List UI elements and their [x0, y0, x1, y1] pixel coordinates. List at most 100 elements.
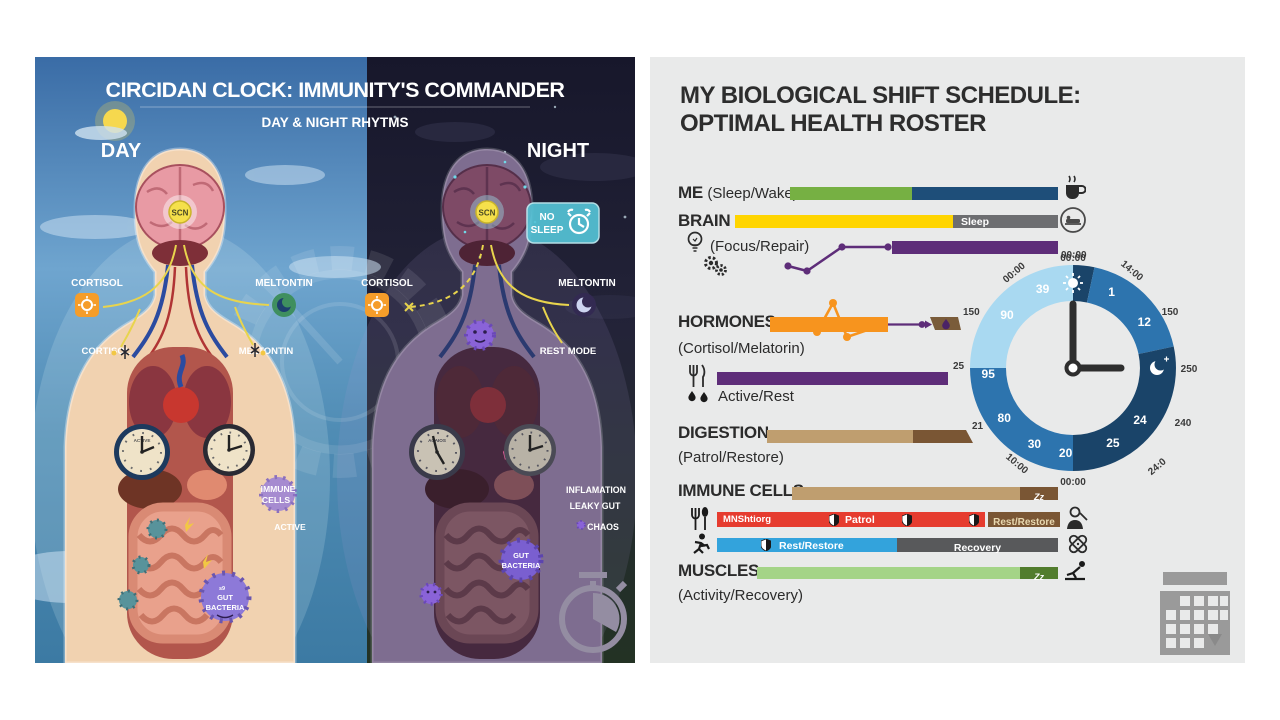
patrol-start-text: MNShtiorg [723, 514, 772, 525]
svg-text:CELLS: CELLS [262, 495, 290, 505]
recovery-rest-text: Rest/Restore [779, 539, 844, 552]
svg-text:GUT: GUT [513, 551, 529, 560]
schedule-title-line1: MY BIOLOGICAL SHIFT SCHEDULE: [680, 82, 1081, 109]
svg-text:ACTIVE: ACTIVE [274, 522, 306, 532]
svg-text:30: 30 [1028, 437, 1042, 451]
svg-text:95: 95 [982, 367, 996, 381]
rest-mode-label: REST MODE [540, 346, 596, 357]
muscles-zz-text: Zz [1034, 572, 1044, 582]
svg-text:GUT: GUT [217, 593, 233, 602]
shield-icon-2 [902, 513, 912, 526]
focus-time-label: 00:00 [1061, 250, 1087, 261]
shield-icon-3 [969, 513, 979, 526]
calendar-icon [1160, 572, 1230, 655]
left-title: CIRCIDAN CLOCK: IMMUNITY'S COMMANDER [106, 78, 566, 102]
svg-text:20: 20 [1059, 446, 1073, 460]
brain-bar-awake [735, 215, 953, 228]
svg-text:IMMUNE: IMMUNE [261, 484, 296, 494]
svg-text:LEAKY GUT: LEAKY GUT [570, 501, 621, 511]
inflammation-labels: INFLAMATION LEAKY GUT CHAOS [566, 485, 626, 532]
droplets-icon [688, 391, 708, 403]
svg-text:150: 150 [1162, 307, 1179, 318]
recovery-text: Recovery [953, 542, 1002, 554]
schedule-panel: MY BIOLOGICAL SHIFT SCHEDULE: OPTIMAL HE… [650, 57, 1245, 663]
svg-text:90: 90 [1000, 308, 1014, 322]
shield-icon [829, 513, 839, 526]
svg-text:39: 39 [1036, 282, 1050, 296]
bandage-icon [1068, 534, 1088, 554]
cortisol-sun-icon-night [365, 293, 389, 317]
svg-text:24:0: 24:0 [1146, 456, 1169, 478]
day-melatonin-bottom-label: MELTONTIN [239, 346, 294, 357]
droplet-icon [942, 319, 950, 330]
muscles-label: MUSCLES [678, 561, 760, 580]
svg-text:BACTERIA: BACTERIA [206, 603, 245, 612]
brain-bar-sleep: Sleep [953, 215, 1058, 228]
svg-text:00:00: 00:00 [1060, 253, 1086, 264]
day-cortisol-bottom-label: CORTISOL [81, 346, 130, 357]
night-melatonin-label: MELTONTIN [558, 278, 615, 289]
svg-text:250: 250 [1181, 364, 1198, 375]
svg-text:s9: s9 [219, 586, 225, 592]
svg-text:INFLAMATION: INFLAMATION [566, 485, 626, 495]
immune-label: IMMUNE CELLS [678, 481, 804, 500]
spark-icon-2 [203, 554, 212, 569]
brain-label: BRAIN [678, 211, 731, 230]
clock-ring-numbers: 39 90 95 80 30 20 25 24 12 1 [982, 282, 1152, 460]
svg-text:00:00: 00:00 [1060, 477, 1086, 488]
gears-icon [704, 256, 727, 276]
circadian-infographic-panel: CIRCIDAN CLOCK: IMMUNITY'S COMMANDER DAY… [0, 57, 655, 720]
svg-text:1: 1 [1108, 285, 1115, 299]
svg-text:SCN: SCN [172, 209, 189, 218]
svg-text:NO: NO [540, 212, 555, 223]
day-cortisol-label: CORTISOL [71, 278, 123, 289]
me-bar-wake [790, 187, 912, 200]
clock-donut: 39 90 95 80 30 20 25 24 12 1 [970, 253, 1198, 488]
scn-signal-lines-night [404, 244, 570, 344]
recovery-bar: Recovery [897, 538, 1058, 554]
schedule-title-line2: OPTIMAL HEALTH ROSTER [680, 110, 986, 138]
immune-bar [792, 487, 1020, 500]
melatonin-moon-icon-day [272, 293, 296, 317]
hormones-label: HORMONES [678, 312, 776, 331]
no-sleep-badge: NO SLEEP [526, 202, 600, 244]
wall-clock-night-2 [504, 424, 556, 476]
night-body [337, 147, 637, 720]
svg-text:25: 25 [1106, 436, 1120, 450]
reclining-person-icon [1065, 561, 1085, 581]
muscles-sublabel: (Activity/Recovery) [678, 587, 804, 604]
svg-text:ACAIOS: ACAIOS [428, 438, 446, 443]
gut-bacteria-day: s9 GUT BACTERIA [198, 570, 252, 624]
hormones-sublabel: (Cortisol/Melatorin) [678, 340, 805, 357]
virus-germ-night [464, 319, 496, 351]
clock-moon-icon [1150, 356, 1169, 375]
digestion-bar [767, 430, 973, 443]
patrol-rest-text: Rest/Restore [993, 517, 1055, 528]
digestion-sublabel: (Patrol/Restore) [678, 449, 784, 466]
melatonin-moon-icon-night [572, 293, 596, 317]
clock-hands [1064, 300, 1125, 377]
immune-cell-germs [117, 517, 212, 611]
immune-cells-active-label: IMMUNE CELLS ACTIVE [259, 475, 306, 532]
brain-sleep-text: Sleep [961, 216, 990, 228]
day-melatonin-label: MELTONTIN [255, 278, 312, 289]
svg-text:SCN: SCN [479, 209, 496, 218]
alarm-clock-icon [567, 208, 591, 235]
svg-text:24: 24 [1133, 413, 1147, 427]
left-subtitle: DAY & NIGHT RHYTMS [261, 115, 408, 130]
fork-knife-icon [689, 364, 706, 387]
coffee-icon [1066, 175, 1086, 199]
hormones-value: 150 [963, 307, 980, 318]
wall-clock-day-2 [203, 424, 255, 476]
wall-clock-day-1: ACTIVE [114, 424, 170, 480]
cortisol-sun-icon-day [75, 293, 99, 317]
bulb-icon [687, 231, 703, 252]
me-sublabel: (Sleep/Wake) [707, 185, 798, 202]
patrol-bar: MNShtiorg Patrol [717, 512, 985, 527]
purple-value: 25 [953, 361, 965, 372]
day-label: DAY [101, 140, 142, 162]
svg-text:12: 12 [1138, 315, 1152, 329]
stopwatch-icon [559, 572, 628, 653]
muscles-bar-zz: Zz [1020, 567, 1058, 582]
